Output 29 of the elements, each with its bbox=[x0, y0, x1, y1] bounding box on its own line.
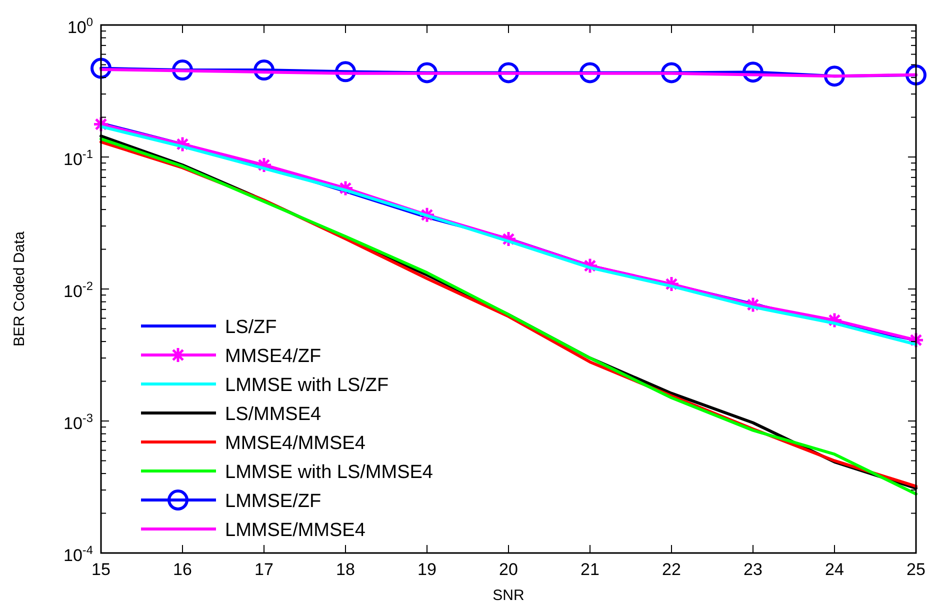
y-tick-label: 10$^{-3}$ bbox=[64, 411, 94, 433]
legend-label: LMMSE/ZF bbox=[225, 491, 322, 512]
point bbox=[90, 58, 112, 79]
x-tick-label: 18 bbox=[336, 560, 355, 579]
point bbox=[906, 64, 926, 86]
legend-label: LMMSE with LS/MMSE4 bbox=[225, 462, 434, 483]
legend-label: LMMSE with LS/ZF bbox=[225, 375, 389, 396]
x-tick-label: 23 bbox=[744, 560, 762, 579]
x-tick-label: 19 bbox=[418, 560, 436, 579]
x-tick-label: 21 bbox=[580, 560, 600, 579]
legend-label: MMSE4/ZF bbox=[225, 346, 322, 367]
x-tick-label: 20 bbox=[499, 560, 518, 579]
point bbox=[908, 332, 924, 348]
x-tick-label: 22 bbox=[662, 560, 681, 579]
y-tick-label: 10$^{0}$ bbox=[67, 15, 94, 37]
x-tick-label: 17 bbox=[254, 560, 274, 579]
x-tick-label: 24 bbox=[825, 560, 844, 579]
y-tick-label: 10$^{-4}$ bbox=[64, 543, 94, 565]
legend-label: LMMSE/MMSE4 bbox=[225, 520, 366, 541]
y-tick-label: 10$^{-2}$ bbox=[64, 279, 94, 301]
x-tick-label: 16 bbox=[173, 560, 192, 579]
legend-label: LS/ZF bbox=[225, 317, 277, 338]
x-tick-label: 15 bbox=[92, 560, 110, 579]
y-axis-title: BER Coded Data bbox=[11, 230, 28, 347]
legend-label: MMSE4/MMSE4 bbox=[225, 433, 366, 454]
legend-label: LS/MMSE4 bbox=[225, 404, 322, 425]
x-axis-title: SNR bbox=[492, 587, 524, 604]
y-tick-label: 10$^{-1}$ bbox=[64, 147, 94, 169]
x-tick-label: 25 bbox=[906, 560, 926, 579]
